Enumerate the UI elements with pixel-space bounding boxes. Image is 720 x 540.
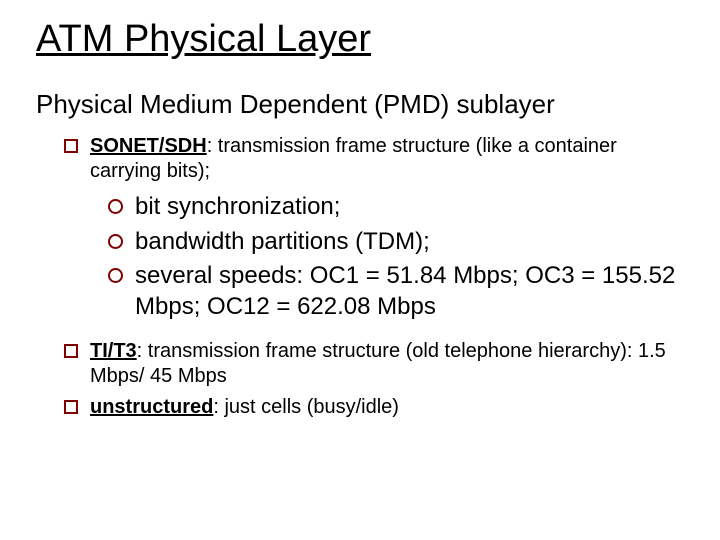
list-item-bold: TI/T3 [90,340,137,362]
list-item: unstructured: just cells (busy/idle) [64,395,684,420]
circle-bullet-icon [108,234,123,249]
square-bullet-icon [64,344,78,358]
list-item-bold: SONET/SDH [90,135,207,157]
bullet-list-level1: SONET/SDH: transmission frame structure … [36,134,684,184]
list-item: SONET/SDH: transmission frame structure … [64,134,684,184]
list-item-text: TI/T3: transmission frame structure (old… [90,339,684,389]
page-title: ATM Physical Layer [36,18,684,61]
bullet-list-level2: bit synchronization; bandwidth partition… [36,192,684,323]
list-item: bit synchronization; [108,192,684,223]
list-item: TI/T3: transmission frame structure (old… [64,339,684,389]
circle-bullet-icon [108,268,123,283]
circle-bullet-icon [108,199,123,214]
list-item: bandwidth partitions (TDM); [108,227,684,258]
list-item-text: bandwidth partitions (TDM); [135,227,684,258]
list-item-text: unstructured: just cells (busy/idle) [90,395,684,420]
list-item-text: several speeds: OC1 = 51.84 Mbps; OC3 = … [135,261,684,322]
list-item-rest: : just cells (busy/idle) [213,396,399,418]
subheading: Physical Medium Dependent (PMD) sublayer [36,89,684,120]
list-item-text: bit synchronization; [135,192,684,223]
slide: ATM Physical Layer Physical Medium Depen… [0,0,720,540]
square-bullet-icon [64,139,78,153]
list-item: several speeds: OC1 = 51.84 Mbps; OC3 = … [108,261,684,322]
bullet-list-level1: TI/T3: transmission frame structure (old… [36,339,684,420]
list-item-text: SONET/SDH: transmission frame structure … [90,134,684,184]
list-item-bold: unstructured [90,396,213,418]
list-item-rest: : transmission frame structure (old tele… [90,340,666,387]
square-bullet-icon [64,400,78,414]
